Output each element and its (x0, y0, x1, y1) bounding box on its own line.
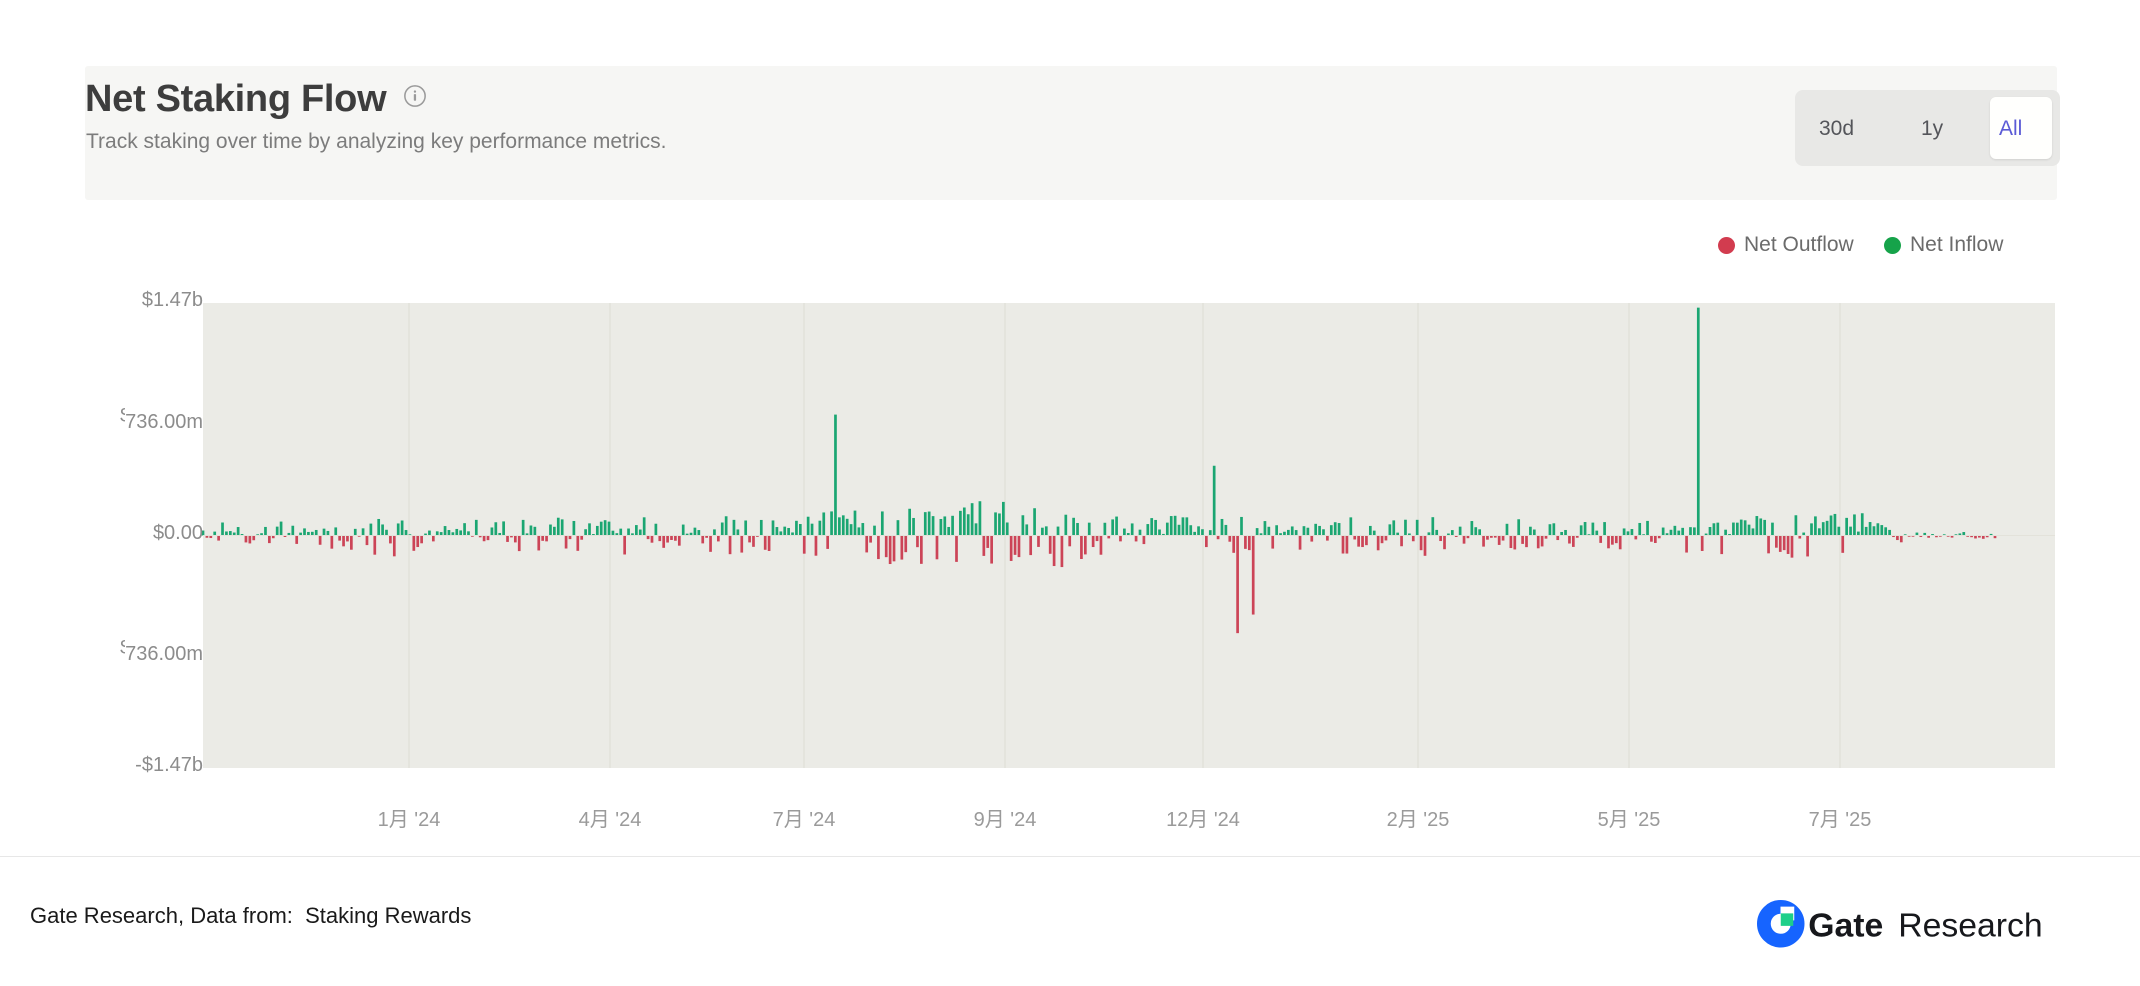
svg-text:Gate: Gate (1808, 906, 1883, 944)
svg-text:Research: Research (1898, 906, 2042, 944)
